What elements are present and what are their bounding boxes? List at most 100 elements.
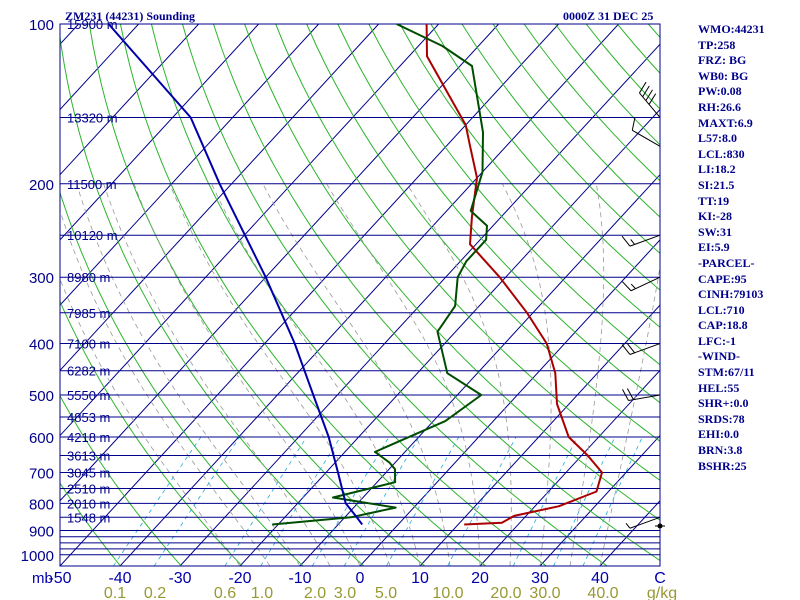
barb-flag [648, 93, 657, 105]
height-label: 1548 m [67, 510, 110, 525]
chart-title: ZM231 (44231) Sounding [65, 9, 195, 23]
index-row: EI:5.9 [698, 240, 730, 255]
parcel-line [107, 24, 364, 526]
barb-staff [639, 92, 661, 118]
moist-adiabat-line [76, 183, 301, 566]
barb-flag [626, 342, 636, 354]
moist-adiabat-line [60, 209, 271, 566]
isotherm-line [359, 239, 660, 566]
dry-adiabat-line [60, 190, 304, 566]
dry-adiabat-line [182, 24, 608, 566]
y-axis-unit-label: mb [32, 570, 53, 587]
dry-adiabat-line [60, 482, 121, 566]
index-row: -PARCEL- [698, 255, 755, 270]
index-row: FRZ: BG [698, 53, 747, 68]
index-row: LCL:710 [698, 302, 745, 317]
wind-barb [621, 276, 661, 292]
mixing-ratio-tick-label: 2.0 [304, 585, 326, 600]
barb-half-flag [630, 239, 636, 245]
isotherm-line [60, 24, 320, 306]
mixing-ratio-unit-label: g/kg [647, 585, 677, 600]
moist-adiabat-line [133, 183, 361, 566]
wind-barb [621, 234, 661, 247]
pressure-label-1000: 1000 [21, 548, 54, 565]
height-label: 6282 m [67, 364, 110, 379]
temp-tick-label: 10 [411, 570, 429, 587]
barb-flag [621, 281, 632, 292]
index-row: SW:31 [698, 224, 733, 239]
index-row: WMO:44231 [698, 22, 765, 36]
moist-adiabat-line [211, 183, 421, 566]
dry-adiabat-line [213, 24, 660, 562]
moist-adiabat-line [326, 183, 481, 566]
index-row: TT:19 [698, 193, 730, 208]
isotherm-line [60, 24, 440, 437]
index-row: LCL:830 [698, 146, 745, 161]
moist-adiabat-line [502, 183, 552, 566]
pressure-label-500: 500 [29, 388, 54, 405]
index-row: L57:8.0 [698, 131, 737, 146]
height-label: 3613 m [67, 448, 110, 463]
pressure-label-200: 200 [29, 177, 54, 194]
barb-half-flag [625, 522, 631, 529]
mixing-ratio-line [153, 436, 241, 566]
index-row: CAP:18.8 [698, 318, 748, 333]
dewpoint-line [272, 24, 488, 526]
moist-adiabat-line [406, 183, 512, 566]
dry-adiabat-line [306, 24, 660, 442]
height-label: 2510 m [67, 481, 110, 496]
height-label: 4853 m [67, 410, 110, 425]
barb-staff [629, 516, 661, 529]
mixing-ratio-tick-label: 0.1 [104, 585, 126, 600]
isotherm-line [60, 24, 560, 566]
index-row: MAXT:6.9 [698, 115, 753, 130]
dry-adiabat-line [244, 24, 660, 521]
pressure-label-600: 600 [29, 430, 54, 447]
pressure-label-400: 400 [29, 337, 54, 354]
index-row: CINH:79103 [698, 287, 764, 302]
isotherm-line [60, 24, 500, 502]
pressure-label-100: 100 [29, 17, 54, 34]
moist-adiabat-line [599, 264, 660, 566]
height-label: 15900 m [67, 17, 118, 32]
x-axis-unit-label: C [654, 570, 666, 587]
moist-adiabat-line [569, 183, 605, 566]
barb-flag [621, 235, 631, 247]
index-row: -WIND- [698, 349, 740, 364]
dry-adiabat-line [60, 33, 365, 566]
height-label: 7100 m [67, 337, 110, 352]
chart-time: 0000Z 31 DEC 25 [563, 9, 653, 23]
mixing-ratio-tick-label: 10.0 [432, 585, 463, 600]
barb-flag [631, 117, 636, 131]
barb-staff [628, 394, 661, 402]
barb-staff [629, 234, 661, 247]
temp-tick-label: -40 [108, 570, 131, 587]
height-label: 13320 m [67, 110, 118, 125]
temp-tick-label: 20 [471, 570, 489, 587]
wind-barbs [621, 81, 665, 529]
height-label: 4218 m [67, 430, 110, 445]
isotherm-line [60, 24, 380, 372]
barb-staff [632, 129, 661, 147]
barb-flag [621, 344, 631, 355]
isotherm-line [539, 434, 660, 566]
temp-tick-label: -50 [48, 570, 71, 587]
stability-index-panel: WMO:44231 TP:258 FRZ: BG WB0: BG PW:0.08 RH:2… [698, 22, 798, 474]
dry-adiabat-line [60, 394, 182, 566]
barb-flag [645, 89, 653, 101]
height-label: 2010 m [67, 496, 110, 511]
index-row: STM:67/11 [698, 365, 755, 380]
pressure-label-700: 700 [29, 466, 54, 483]
barb-flag [639, 81, 647, 94]
isotherm-line [419, 304, 660, 566]
temp-tick-label: -30 [168, 570, 191, 587]
index-row: LFC:-1 [698, 333, 736, 348]
mixing-ratio-tick-label: 30.0 [529, 585, 560, 600]
pressure-label-300: 300 [29, 270, 54, 287]
index-row: SI:21.5 [698, 177, 735, 192]
pressure-label-900: 900 [29, 523, 54, 540]
height-label: 11500 m [67, 177, 117, 192]
barb-flag [642, 85, 650, 98]
barb-flag [626, 388, 634, 400]
